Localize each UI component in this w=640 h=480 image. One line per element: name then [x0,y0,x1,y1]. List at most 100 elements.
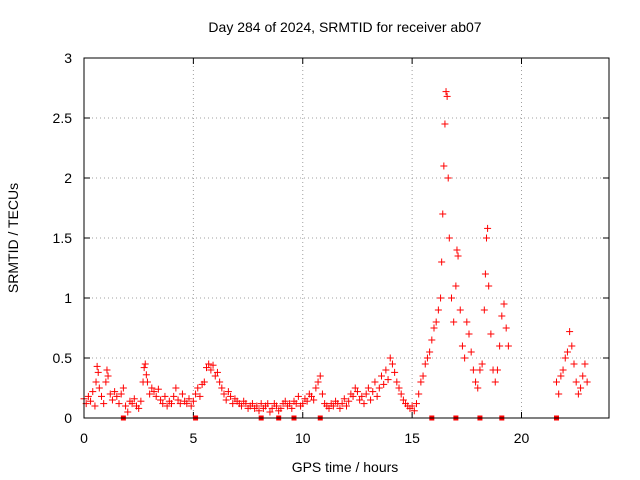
data-point [559,366,567,374]
data-point [224,388,232,396]
x-axis-label: GPS time / hours [292,459,399,475]
data-point [172,384,180,392]
data-point [442,88,450,96]
data-point [87,397,95,405]
y-tick-label: 0.5 [53,350,73,366]
data-point [504,342,512,350]
data-point [483,234,490,242]
data-point [200,378,208,386]
data-point [463,318,471,326]
data-point [238,402,245,410]
data-point [122,402,130,410]
data-point [94,368,102,376]
data-point [205,360,213,368]
data-point [150,388,158,396]
data-point [253,402,261,410]
data-point [203,364,210,372]
data-point [277,404,285,412]
data-point [207,366,215,374]
plot-frame [83,57,610,419]
data-point [563,348,571,356]
data-point [157,396,165,404]
y-axis-label: SRMTID / TECUs [5,183,21,293]
data-point [437,294,445,302]
data-point [382,366,390,374]
data-point [430,324,438,332]
data-point [211,372,219,380]
data-point [84,392,92,400]
data-point [152,392,160,400]
data-point [458,342,466,350]
grid-lines [84,58,609,418]
data-point [213,368,221,376]
data-point [438,258,446,266]
data-point [467,348,475,356]
data-point [487,330,495,338]
data-point [493,366,501,374]
x-axis-ticks: 0 5 10 15 20 [80,58,529,446]
data-point [378,372,385,380]
data-point [485,282,493,290]
data-point [178,390,186,398]
data-point [388,360,396,368]
data-point [434,306,442,314]
y-tick-label: 1 [64,290,72,306]
data-point [292,400,300,408]
data-point [380,380,388,388]
data-point [218,384,226,392]
data-point [553,378,560,386]
data-point [481,270,489,278]
data-point [445,234,453,242]
data-series-srmtid [80,88,591,416]
data-point [318,390,326,398]
data-point [209,361,217,369]
data-point [176,400,184,408]
data-point [130,395,138,403]
data-point [443,92,451,100]
y-tick-label: 2 [64,170,72,186]
data-point [570,360,578,368]
data-point [196,392,204,400]
data-point [397,390,405,398]
data-point [351,384,359,392]
data-point [444,174,452,182]
data-point [448,294,455,302]
data-point [266,408,274,416]
data-point [281,397,289,405]
data-point [314,378,322,386]
data-point [371,378,379,386]
data-point [349,392,357,400]
data-point [557,372,565,380]
data-point [124,408,132,416]
data-point [111,388,119,396]
data-point [415,390,423,398]
data-point [555,390,563,398]
data-point [286,400,294,408]
data-point [257,400,265,408]
data-point [421,360,429,368]
data-point [428,336,436,344]
data-point [440,162,448,170]
data-point [100,400,108,408]
data-point [413,400,420,408]
data-point [242,400,250,408]
data-point [92,378,100,386]
data-point [170,392,178,400]
data-point [248,400,256,408]
data-point [423,354,431,362]
data-point [192,390,200,398]
data-point [89,388,97,396]
data-point [498,312,506,320]
data-point [189,397,197,405]
data-point [294,392,302,400]
data-point [572,378,580,386]
data-point [393,378,401,386]
data-point [222,396,230,404]
data-point [312,384,320,392]
data-point [113,392,121,400]
data-point [583,378,591,386]
data-point [95,384,103,392]
data-point [220,390,228,398]
data-point [478,360,486,368]
